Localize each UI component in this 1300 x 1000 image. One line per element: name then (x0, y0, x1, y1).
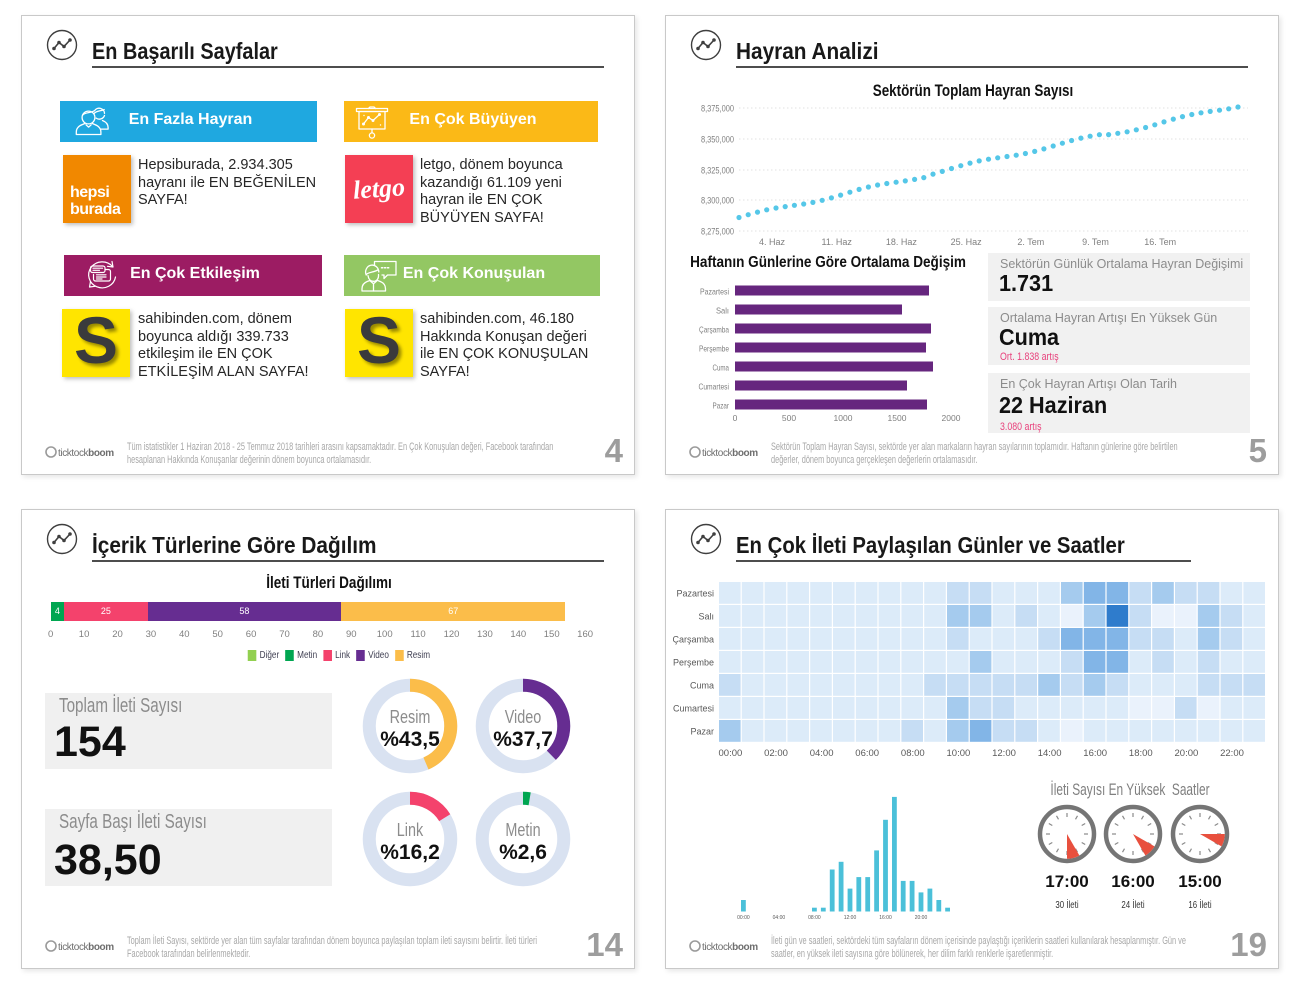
svg-text:Çarşamba: Çarşamba (699, 325, 729, 335)
svg-text:4. Haz: 4. Haz (759, 237, 786, 247)
svg-text:500: 500 (782, 413, 796, 423)
svg-text:00:00: 00:00 (719, 748, 743, 759)
svg-text:20:00: 20:00 (1175, 748, 1199, 759)
svg-text:12:00: 12:00 (992, 748, 1016, 759)
svg-text:Cumartesi: Cumartesi (699, 382, 730, 392)
svg-text:04:00: 04:00 (810, 748, 834, 759)
svg-text:06:00: 06:00 (855, 748, 879, 759)
svg-text:10:00: 10:00 (947, 748, 971, 759)
svg-text:1000: 1000 (834, 413, 853, 423)
svg-text:Pazar: Pazar (713, 401, 730, 411)
svg-text:1500: 1500 (888, 413, 907, 423)
svg-text:8,375,000: 8,375,000 (701, 104, 734, 114)
svg-text:Perşembe: Perşembe (673, 658, 714, 668)
svg-text:8,350,000: 8,350,000 (701, 135, 734, 145)
svg-text:08:00: 08:00 (901, 748, 925, 759)
svg-text:Cuma: Cuma (713, 363, 730, 373)
svg-text:2. Tem: 2. Tem (1017, 237, 1044, 247)
svg-text:Çarşamba: Çarşamba (672, 635, 714, 645)
svg-text:14:00: 14:00 (1038, 748, 1062, 759)
svg-text:Salı: Salı (716, 306, 729, 316)
svg-text:16:00: 16:00 (1083, 748, 1107, 759)
svg-text:18:00: 18:00 (1129, 748, 1153, 759)
svg-text:Cumartesi: Cumartesi (673, 704, 714, 714)
svg-text:22:00: 22:00 (1220, 748, 1244, 759)
svg-text:18. Haz: 18. Haz (886, 237, 918, 247)
svg-text:Pazartesi: Pazartesi (700, 287, 729, 297)
svg-text:16. Tem: 16. Tem (1144, 237, 1176, 247)
svg-text:04:00: 04:00 (773, 915, 786, 921)
svg-text:16:00: 16:00 (879, 915, 892, 921)
svg-text:2000: 2000 (942, 413, 961, 423)
svg-text:25. Haz: 25. Haz (951, 237, 983, 247)
svg-text:Salı: Salı (698, 612, 714, 622)
svg-text:9. Tem: 9. Tem (1082, 237, 1109, 247)
svg-text:20:00: 20:00 (915, 915, 928, 921)
svg-text:0: 0 (733, 413, 738, 423)
svg-text:02:00: 02:00 (764, 748, 788, 759)
svg-text:Pazar: Pazar (690, 727, 714, 737)
svg-text:8,300,000: 8,300,000 (701, 196, 734, 206)
svg-text:Perşembe: Perşembe (699, 344, 729, 354)
svg-text:08:00: 08:00 (808, 915, 821, 921)
svg-text:11. Haz: 11. Haz (822, 237, 853, 247)
svg-text:12:00: 12:00 (844, 915, 857, 921)
svg-text:8,325,000: 8,325,000 (701, 166, 734, 176)
svg-text:Cuma: Cuma (690, 681, 714, 691)
svg-text:Pazartesi: Pazartesi (676, 589, 714, 599)
svg-text:8,275,000: 8,275,000 (701, 227, 734, 237)
svg-text:00:00: 00:00 (737, 915, 750, 921)
